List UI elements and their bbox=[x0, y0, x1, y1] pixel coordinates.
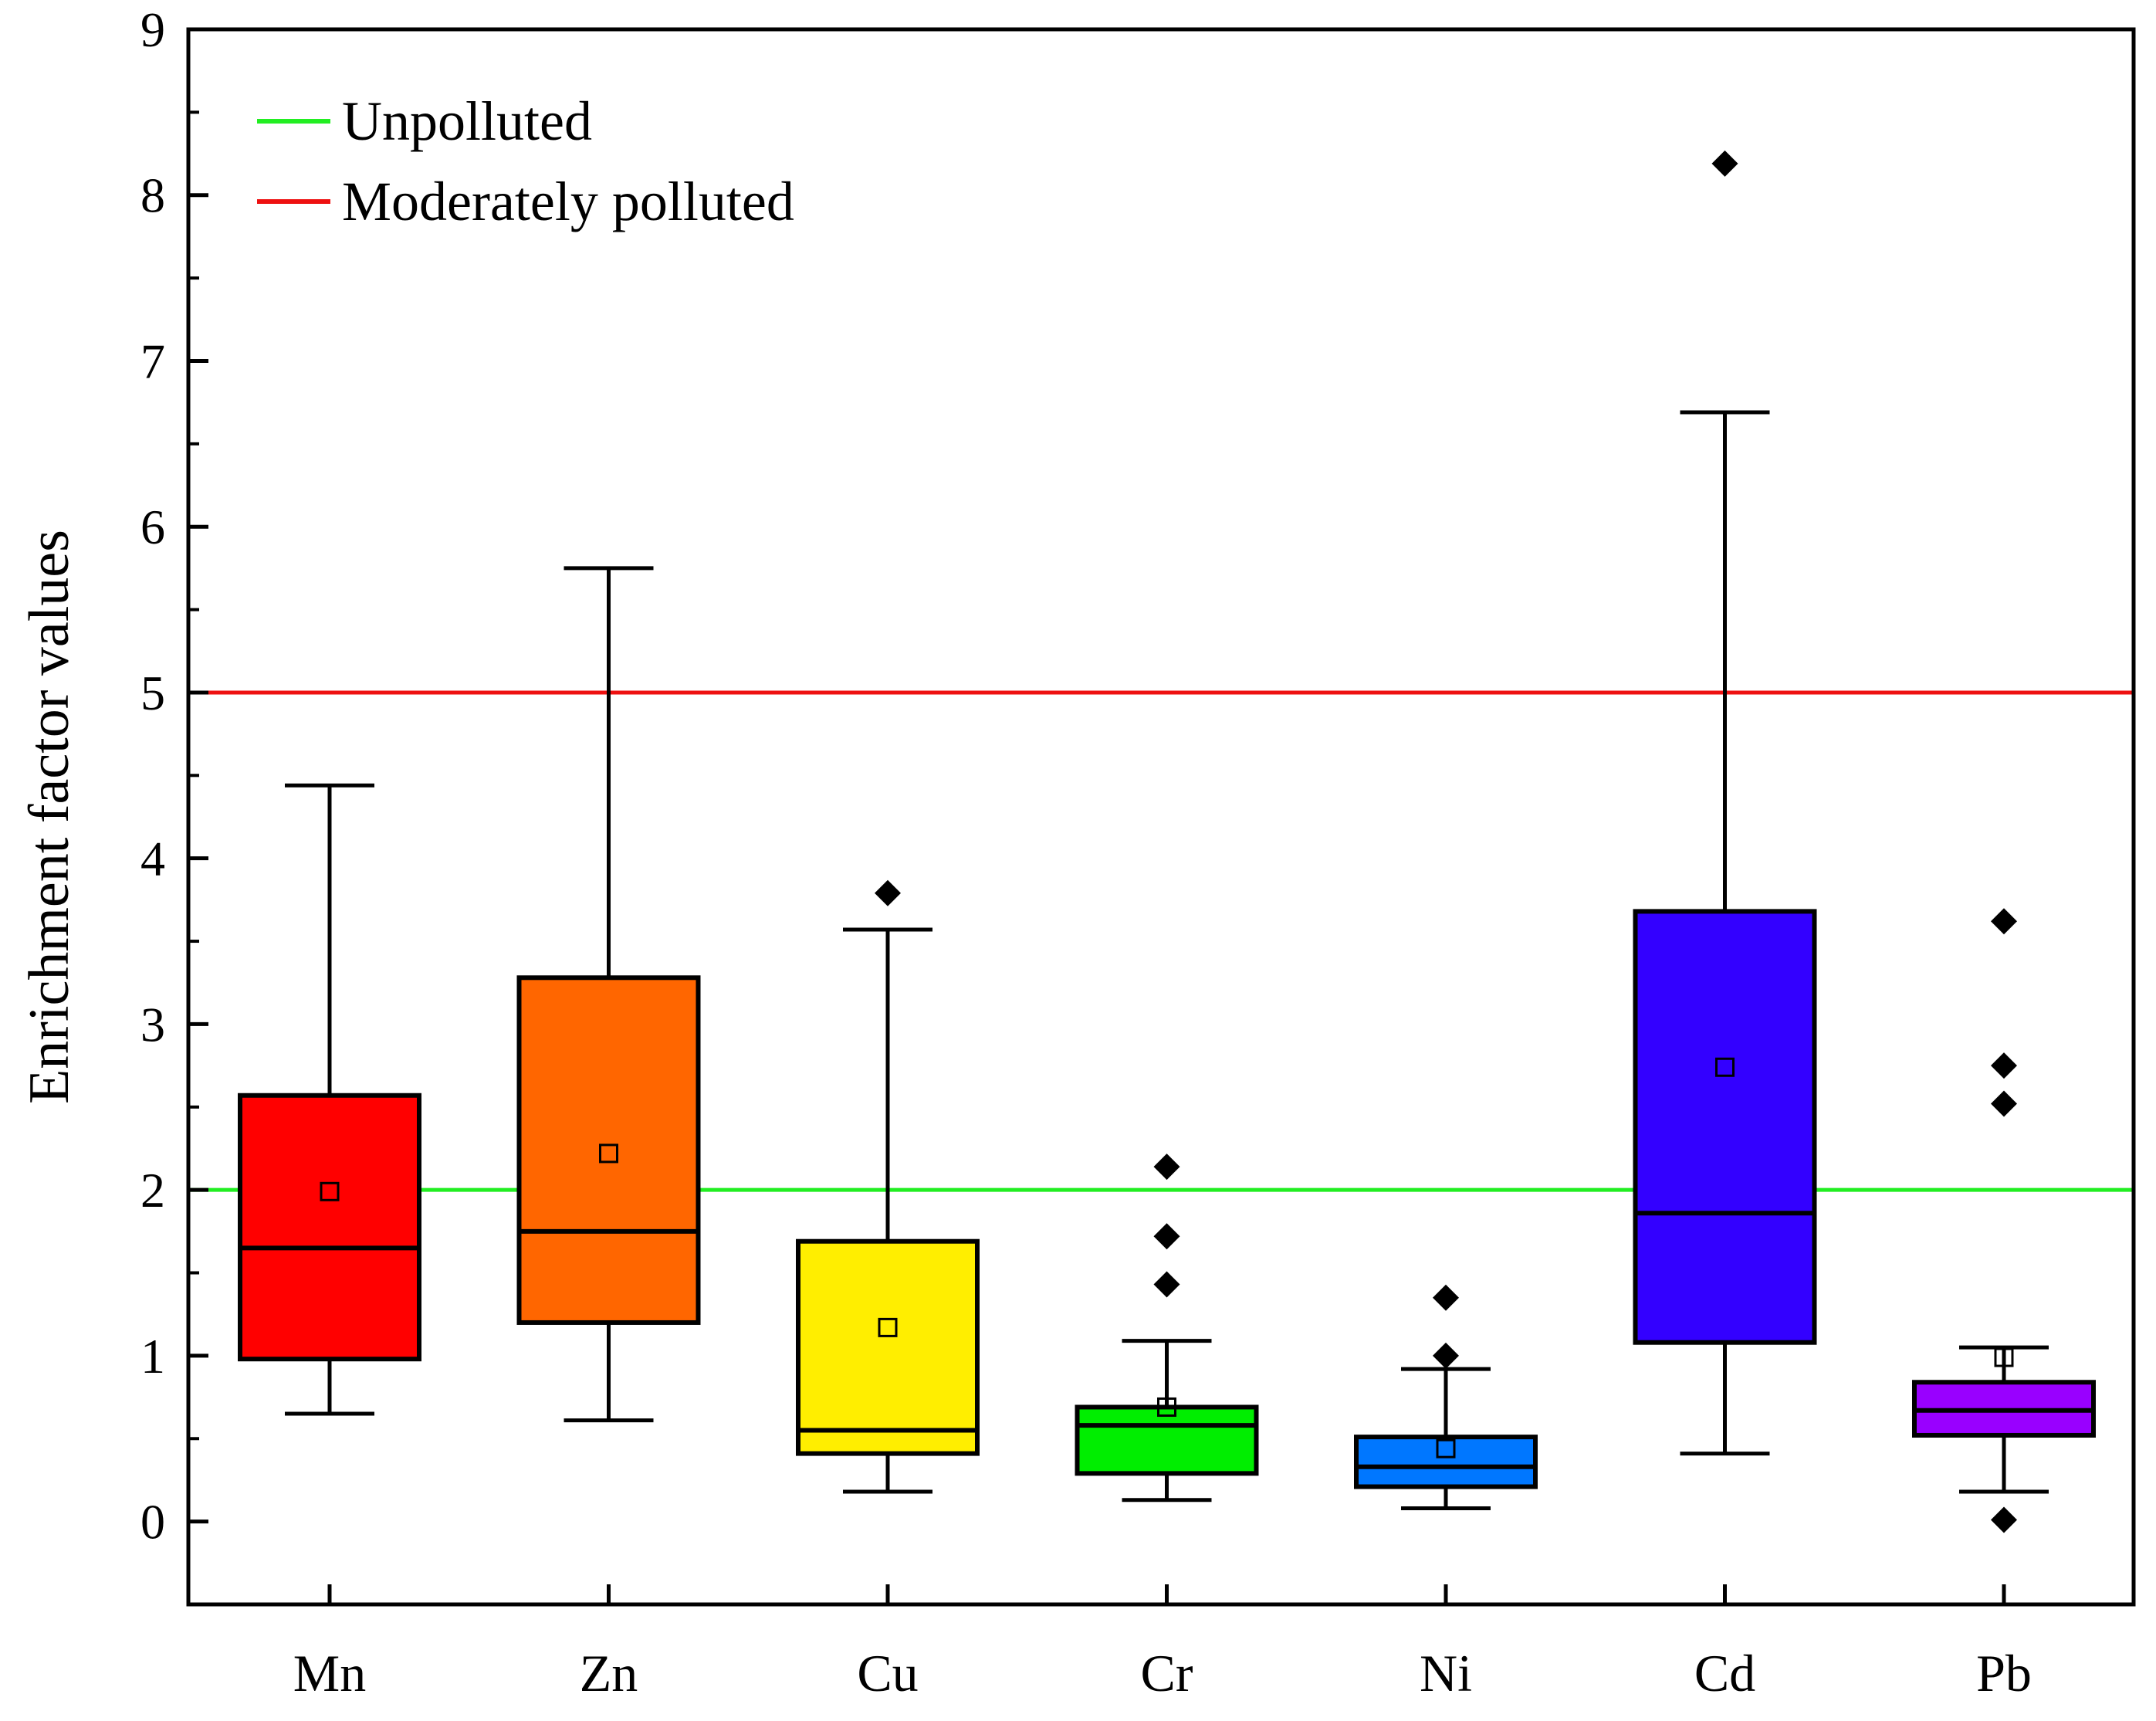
y-axis-title: Enrichment factor values bbox=[18, 530, 81, 1104]
y-tick-label: 7 bbox=[140, 334, 165, 388]
outlier-point bbox=[1991, 908, 2017, 935]
outlier-point bbox=[1991, 1052, 2017, 1079]
y-tick-label: 8 bbox=[140, 168, 165, 223]
x-axis: Mn Zn Cu Cr Ni Cd Pb bbox=[293, 1584, 2032, 1702]
box-iqr bbox=[516, 975, 701, 1325]
x-tick-label: Pb bbox=[1976, 1644, 2032, 1702]
x-tick-label: Cr bbox=[1141, 1644, 1193, 1702]
y-tick-label: 6 bbox=[140, 500, 165, 554]
y-tick-label: 4 bbox=[140, 832, 165, 886]
legend: Unpolluted Moderately polluted bbox=[257, 90, 794, 232]
y-tick-label: 5 bbox=[140, 666, 165, 720]
y-tick-label: 9 bbox=[140, 2, 165, 57]
box-iqr bbox=[238, 1093, 421, 1362]
outlier-point bbox=[1991, 1506, 2017, 1533]
box-cd bbox=[1633, 150, 1817, 1456]
box-zn bbox=[516, 566, 701, 1423]
box-ni bbox=[1354, 1284, 1538, 1510]
y-tick-label: 1 bbox=[140, 1329, 165, 1384]
x-tick-label: Mn bbox=[293, 1644, 366, 1702]
y-tick-label: 3 bbox=[140, 997, 165, 1052]
mean-marker bbox=[1436, 1438, 1456, 1458]
y-axis: 0 1 2 3 4 5 6 7 8 9 bbox=[140, 2, 208, 1606]
legend-label: Moderately polluted bbox=[342, 171, 794, 232]
x-tick-label: Cd bbox=[1694, 1644, 1755, 1702]
y-tick-label: 0 bbox=[140, 1495, 165, 1550]
legend-label: Unpolluted bbox=[342, 90, 592, 152]
box-iqr bbox=[1354, 1435, 1538, 1489]
x-tick-label: Zn bbox=[580, 1644, 638, 1702]
outlier-point bbox=[1153, 1154, 1180, 1181]
box-iqr bbox=[1633, 909, 1817, 1345]
mean-marker bbox=[320, 1181, 340, 1201]
outlier-point bbox=[1433, 1284, 1459, 1311]
outlier-point bbox=[875, 879, 901, 906]
mean-marker bbox=[1715, 1057, 1735, 1077]
box-cr bbox=[1075, 1154, 1259, 1502]
outlier-point bbox=[1711, 150, 1738, 177]
box-iqr bbox=[796, 1238, 980, 1456]
box-cu bbox=[796, 879, 980, 1494]
mean-marker bbox=[878, 1317, 898, 1337]
y-tick-label: 2 bbox=[140, 1163, 165, 1218]
outlier-point bbox=[1433, 1342, 1459, 1369]
box-iqr bbox=[1075, 1404, 1259, 1476]
box-pb bbox=[1912, 908, 2096, 1533]
box-mn bbox=[238, 783, 421, 1416]
mean-marker bbox=[1994, 1347, 2014, 1367]
outlier-point bbox=[1991, 1090, 2017, 1117]
mean-marker bbox=[1157, 1397, 1176, 1417]
outlier-point bbox=[1153, 1271, 1180, 1298]
x-tick-label: Ni bbox=[1420, 1644, 1472, 1702]
mean-marker bbox=[599, 1143, 618, 1164]
reference-lines bbox=[188, 690, 2134, 1192]
plot-frame bbox=[186, 27, 2136, 1607]
outlier-point bbox=[1153, 1223, 1180, 1250]
box-series bbox=[238, 150, 2096, 1533]
x-tick-label: Cu bbox=[857, 1644, 918, 1702]
axes bbox=[186, 27, 2136, 1607]
